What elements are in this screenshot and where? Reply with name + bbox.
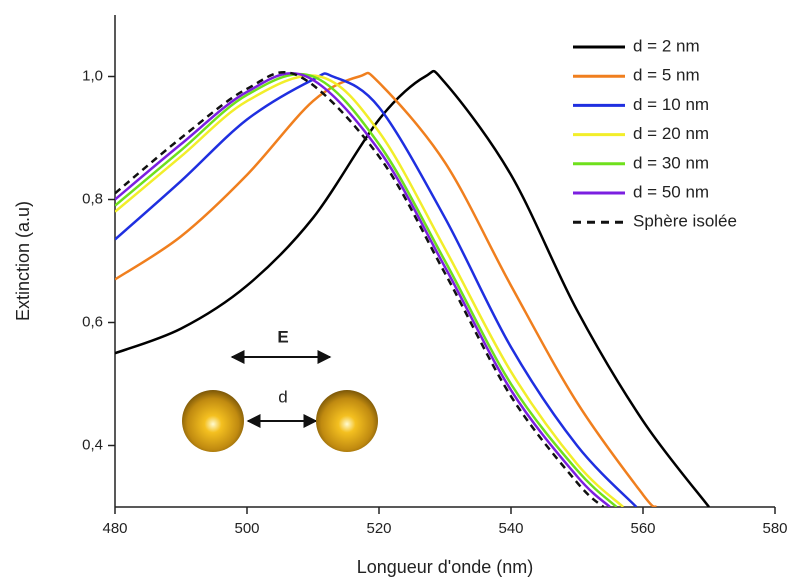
data-line xyxy=(115,72,618,507)
data-line xyxy=(115,69,710,507)
y-tick-label: 0,8 xyxy=(82,190,103,207)
legend-text: d = 50 nm xyxy=(633,182,709,201)
legend-text: Sphère isolée xyxy=(633,212,737,231)
data-line xyxy=(115,72,638,507)
y-tick-label: 0,4 xyxy=(82,436,103,453)
x-tick-label: 560 xyxy=(630,520,655,537)
x-tick-label: 480 xyxy=(102,520,127,537)
legend-text: d = 10 nm xyxy=(633,95,709,114)
data-line xyxy=(115,71,605,507)
y-tick-label: 1,0 xyxy=(82,67,103,84)
x-tick-label: 540 xyxy=(498,520,523,537)
y-tick-label: 0,6 xyxy=(82,313,103,330)
x-tick-label: 520 xyxy=(366,520,391,537)
sphere xyxy=(316,390,378,452)
y-axis-label: Extinction (a.u) xyxy=(13,201,33,321)
legend-text: d = 30 nm xyxy=(633,153,709,172)
x-tick-label: 500 xyxy=(234,520,259,537)
x-tick-label: 580 xyxy=(762,520,787,537)
annotation: E xyxy=(277,327,288,346)
sphere xyxy=(182,390,244,452)
legend-text: d = 2 nm xyxy=(633,36,700,55)
legend-text: d = 20 nm xyxy=(633,124,709,143)
x-axis-label: Longueur d'onde (nm) xyxy=(357,557,534,577)
legend-text: d = 5 nm xyxy=(633,66,700,85)
annotation: d xyxy=(278,387,287,406)
data-line xyxy=(115,74,625,507)
data-line xyxy=(115,71,658,507)
data-line xyxy=(115,71,611,507)
inset: E d xyxy=(182,327,378,452)
